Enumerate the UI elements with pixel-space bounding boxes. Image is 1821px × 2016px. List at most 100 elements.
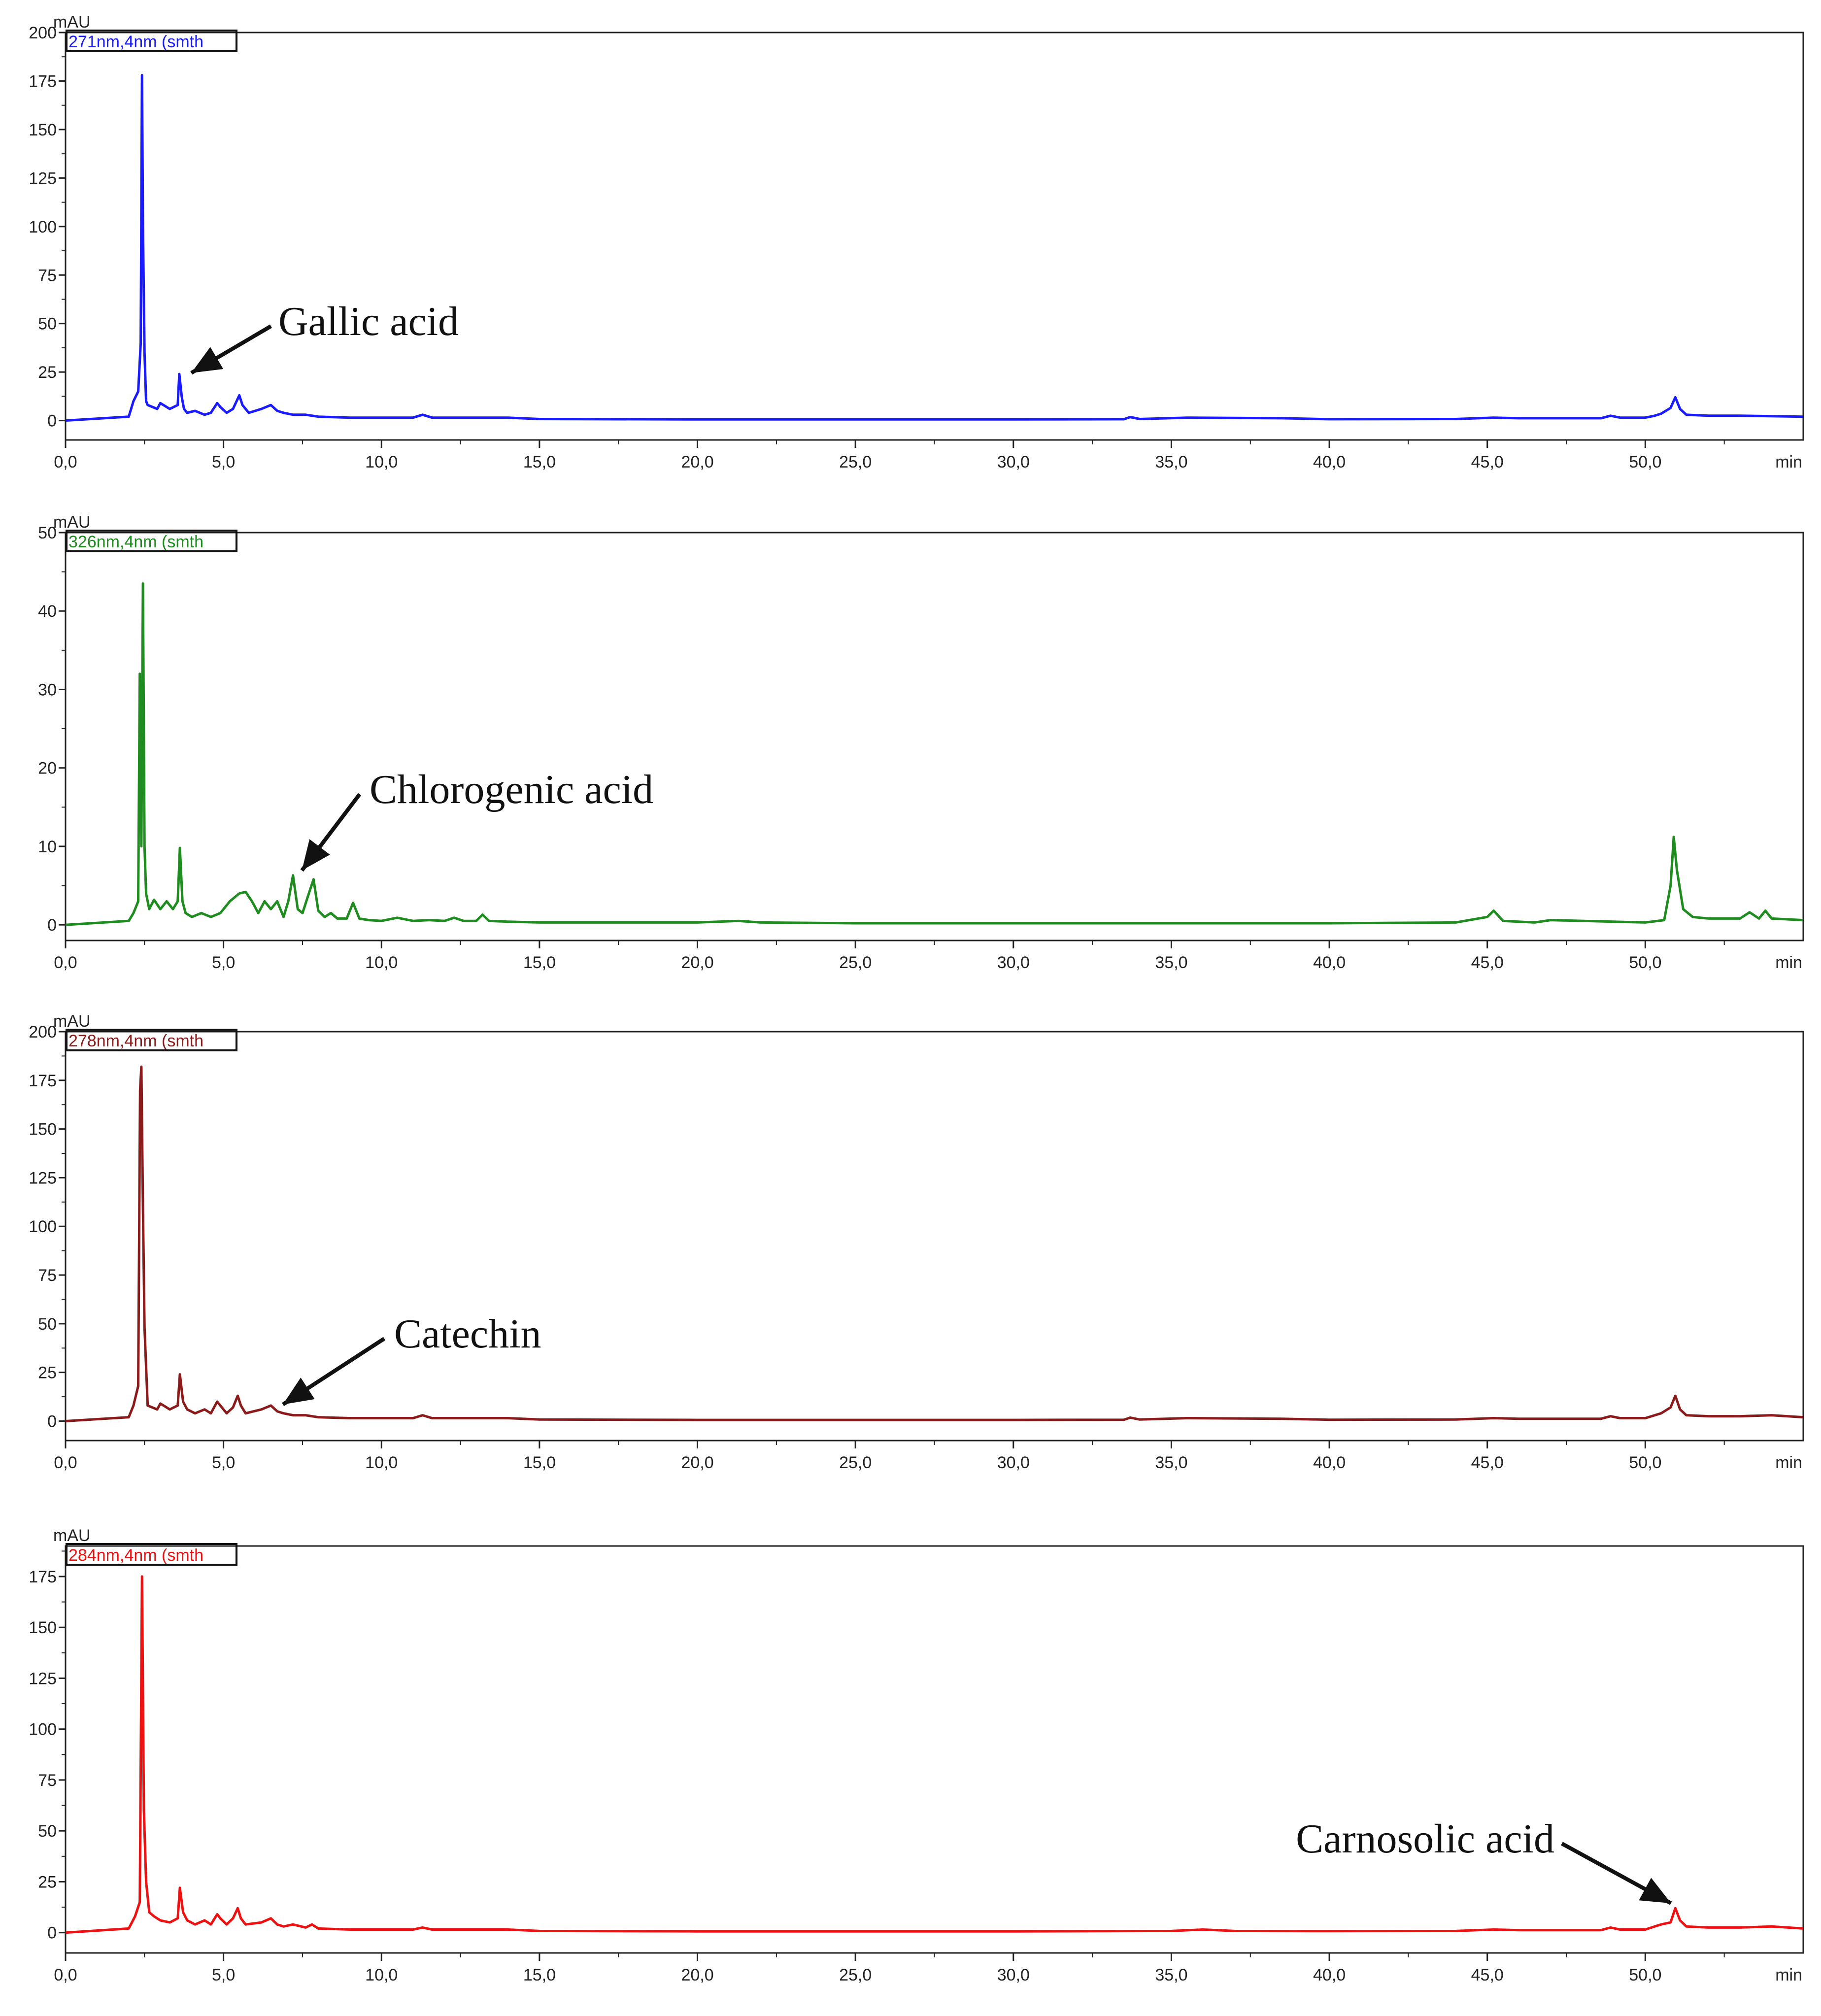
x-tick-label: 40,0: [1313, 1453, 1346, 1472]
chromatogram-trace: [65, 74, 1804, 422]
x-unit-label: min: [1775, 953, 1802, 972]
x-tick-label: 5,0: [212, 1453, 235, 1472]
y-tick-label: 150: [29, 1618, 57, 1637]
x-tick-label: 30,0: [997, 1966, 1030, 1984]
x-tick-label: 45,0: [1471, 453, 1504, 471]
x-tick-label: 20,0: [681, 1966, 713, 1984]
y-tick-label: 25: [38, 363, 57, 382]
channel-label: 278nm,4nm (smth: [68, 1032, 203, 1050]
y-tick-label: 100: [29, 1720, 57, 1739]
x-tick-label: 0,0: [54, 453, 77, 471]
y-tick-label: 100: [29, 1217, 57, 1236]
y-tick-label: 200: [29, 1023, 57, 1042]
peak-annotation-label: Chlorogenic acid: [370, 767, 653, 812]
channel-label: 284nm,4nm (smth: [68, 1546, 203, 1565]
y-tick-label: 100: [29, 218, 57, 236]
x-tick-label: 25,0: [839, 1453, 872, 1472]
y-tick-label: 50: [38, 1315, 57, 1334]
x-tick-label: 40,0: [1313, 453, 1346, 471]
y-tick-label: 0: [47, 1924, 57, 1943]
x-tick-label: 15,0: [523, 1453, 556, 1472]
chromatogram-trace: [65, 582, 1804, 926]
y-tick-label: 75: [38, 266, 57, 285]
chromatogram-trace: [65, 1065, 1804, 1422]
channel-label-box: [66, 530, 237, 552]
y-tick-label: 0: [47, 916, 57, 935]
y-tick-label: 25: [38, 1364, 57, 1382]
x-tick-label: 25,0: [839, 1966, 872, 1984]
annotation-arrow-head: [191, 347, 224, 373]
x-tick-label: 50,0: [1629, 1966, 1661, 1984]
x-tick-label: 35,0: [1155, 1966, 1187, 1984]
x-tick-label: 15,0: [523, 953, 556, 972]
x-tick-label: 5,0: [212, 1966, 235, 1984]
annotation-arrow-head: [1639, 1878, 1671, 1904]
channel-label: 326nm,4nm (smth: [68, 533, 203, 551]
y-tick-label: 75: [38, 1771, 57, 1790]
y-tick-label: 175: [29, 1072, 57, 1090]
y-tick-label: 40: [38, 602, 57, 621]
x-unit-label: min: [1775, 453, 1802, 471]
x-tick-label: 5,0: [212, 453, 235, 471]
x-tick-label: 50,0: [1629, 1453, 1661, 1472]
x-tick-label: 35,0: [1155, 953, 1187, 972]
x-tick-label: 30,0: [997, 453, 1030, 471]
channel-label-box: [66, 1029, 237, 1051]
x-tick-label: 35,0: [1155, 453, 1187, 471]
y-tick-label: 200: [29, 24, 57, 42]
x-tick-label: 30,0: [997, 1453, 1030, 1472]
x-tick-label: 45,0: [1471, 953, 1504, 972]
x-tick-label: 0,0: [54, 1453, 77, 1472]
x-tick-label: 10,0: [365, 953, 398, 972]
y-tick-label: 0: [47, 412, 57, 431]
x-unit-label: min: [1775, 1966, 1802, 1984]
x-tick-label: 50,0: [1629, 953, 1661, 972]
plot-frame: [65, 1031, 1804, 1442]
peak-annotation-label: Gallic acid: [278, 299, 459, 344]
y-tick-label: 125: [29, 1669, 57, 1688]
x-tick-label: 10,0: [365, 1966, 398, 1984]
y-tick-label: 30: [38, 680, 57, 699]
y-tick-label: 10: [38, 838, 57, 856]
plot-frame: [65, 532, 1804, 941]
x-tick-label: 25,0: [839, 953, 872, 972]
y-tick-label: 50: [38, 1822, 57, 1841]
y-tick-label: 25: [38, 1873, 57, 1891]
x-tick-label: 30,0: [997, 953, 1030, 972]
y-tick-label: 125: [29, 169, 57, 188]
x-tick-label: 10,0: [365, 1453, 398, 1472]
x-tick-label: 0,0: [54, 953, 77, 972]
x-tick-label: 20,0: [681, 1453, 713, 1472]
y-unit-label: mAU: [53, 13, 91, 32]
y-unit-label: mAU: [53, 1526, 91, 1545]
peak-annotation-label: Carnosolic acid: [1296, 1816, 1554, 1862]
y-tick-label: 175: [29, 72, 57, 91]
chromatogram-trace: [65, 1575, 1804, 1934]
x-tick-label: 0,0: [54, 1966, 77, 1984]
y-tick-label: 50: [38, 524, 57, 542]
x-tick-label: 10,0: [365, 453, 398, 471]
y-tick-label: 0: [47, 1412, 57, 1431]
annotation-arrow-head: [302, 839, 330, 871]
y-unit-label: mAU: [53, 1012, 91, 1031]
x-tick-label: 25,0: [839, 453, 872, 471]
y-tick-label: 175: [29, 1568, 57, 1586]
channel-label-box: [66, 30, 237, 52]
x-tick-label: 5,0: [212, 953, 235, 972]
y-tick-label: 75: [38, 1266, 57, 1285]
channel-label-box: [66, 1543, 237, 1566]
y-tick-label: 150: [29, 1120, 57, 1139]
x-tick-label: 35,0: [1155, 1453, 1187, 1472]
x-tick-label: 15,0: [523, 453, 556, 471]
x-unit-label: min: [1775, 1453, 1802, 1472]
y-unit-label: mAU: [53, 513, 91, 532]
x-tick-label: 40,0: [1313, 953, 1346, 972]
x-tick-label: 45,0: [1471, 1966, 1504, 1984]
x-tick-label: 20,0: [681, 453, 713, 471]
x-tick-label: 15,0: [523, 1966, 556, 1984]
